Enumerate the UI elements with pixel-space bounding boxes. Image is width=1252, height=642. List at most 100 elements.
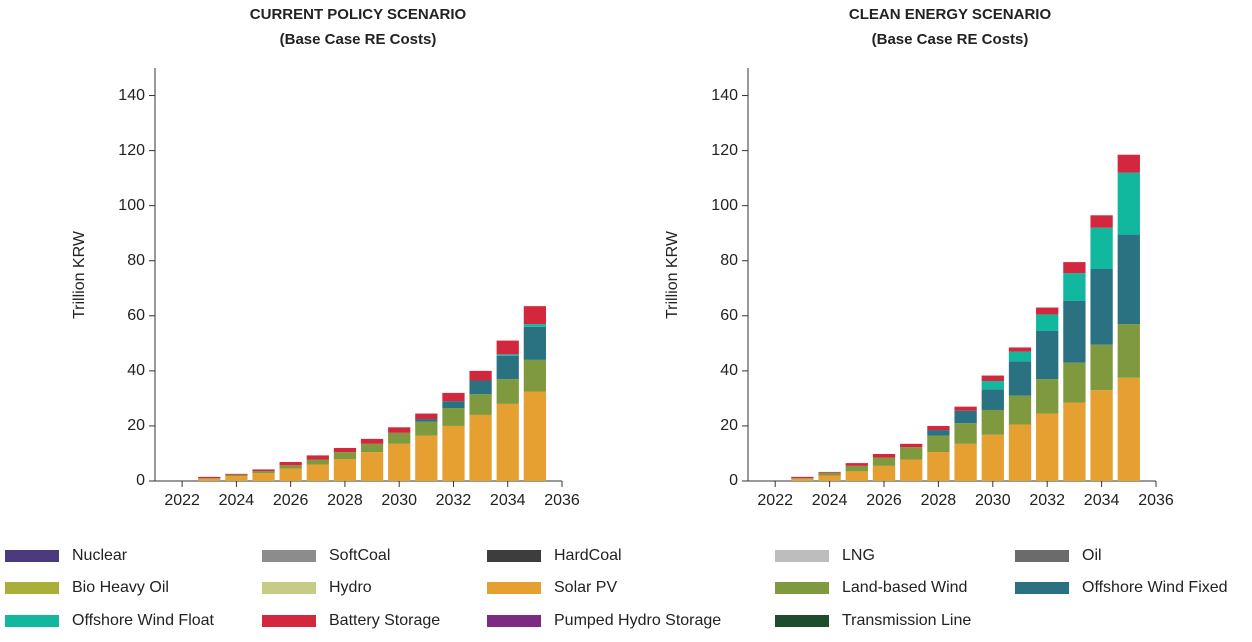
bar-segment <box>198 478 221 479</box>
legend-swatch <box>1015 582 1069 594</box>
bar-segment <box>469 370 492 381</box>
bar-segment <box>360 452 384 481</box>
bar-segment <box>1117 377 1140 481</box>
bar-segment <box>791 476 814 479</box>
bar-segment <box>1008 395 1032 425</box>
bar-segment <box>872 465 896 481</box>
bar-segment <box>900 447 923 460</box>
y-tick-label: 120 <box>118 142 145 159</box>
bar-segment <box>872 457 896 466</box>
y-tick-label: 140 <box>118 87 145 104</box>
bar-segment <box>198 476 221 479</box>
bar-segment <box>415 413 438 420</box>
bar-segment <box>1036 330 1059 380</box>
bar-segment <box>845 471 868 481</box>
x-tick-label: 2028 <box>921 492 957 509</box>
legend-label: Battery Storage <box>329 612 440 629</box>
x-tick-label: 2030 <box>975 492 1011 509</box>
y-tick-label: 40 <box>127 362 145 379</box>
bar-segment <box>523 324 546 327</box>
bar-segment <box>225 473 248 475</box>
bar-segment <box>791 478 814 479</box>
bar-segment <box>279 465 302 469</box>
bar-segment <box>872 454 896 458</box>
bar-segment <box>1008 424 1032 481</box>
y-tick-label: 80 <box>127 252 145 269</box>
bar-segment <box>496 354 519 356</box>
x-tick-label: 2022 <box>757 492 793 509</box>
bar-segment <box>360 438 384 444</box>
bar-segment <box>469 380 492 395</box>
bar-segment <box>1117 324 1140 378</box>
bar-segment <box>442 392 465 402</box>
y-tick-label: 140 <box>711 87 738 104</box>
legend-swatch <box>262 550 316 562</box>
bar-segment <box>198 478 221 481</box>
legend-swatch <box>262 615 316 627</box>
bar-segment <box>388 427 411 433</box>
bar-segment <box>954 406 977 411</box>
bar-segment <box>415 435 438 481</box>
legend-swatch <box>262 582 316 594</box>
bar-segment <box>225 474 248 477</box>
y-tick-label: 60 <box>127 307 145 324</box>
legend-label: HardCoal <box>554 547 622 564</box>
legend-label: LNG <box>842 547 875 564</box>
legend-swatch <box>5 550 59 562</box>
bar-segment <box>845 465 868 472</box>
bar-segment <box>1008 347 1032 352</box>
x-tick-label: 2036 <box>544 492 580 509</box>
chart-title: CURRENT POLICY SCENARIO <box>250 6 467 23</box>
bar-segment <box>279 468 302 481</box>
bar-segment <box>1036 314 1059 331</box>
bar-segment <box>333 458 357 481</box>
bar-segment <box>1008 351 1032 362</box>
bar-segment <box>1008 361 1032 396</box>
legend-label: Oil <box>1082 547 1102 564</box>
chart-subtitle: (Base Case RE Costs) <box>280 31 437 48</box>
legend-label: Offshore Wind Float <box>72 612 215 629</box>
bar-segment <box>469 414 492 481</box>
bar-segment <box>954 443 977 481</box>
bar-segment <box>981 389 1004 410</box>
bar-segment <box>306 464 329 481</box>
x-tick-label: 2034 <box>490 492 526 509</box>
bar-segment <box>388 443 411 481</box>
x-tick-label: 2028 <box>327 492 363 509</box>
bar-segment <box>1090 227 1113 269</box>
bar-segment <box>900 443 923 448</box>
y-axis-label: Trillion KRW <box>664 230 681 319</box>
bar-segment <box>1036 413 1059 481</box>
y-tick-label: 60 <box>720 307 738 324</box>
bar-segment <box>333 452 357 459</box>
bar-segment <box>496 355 519 380</box>
bar-segment <box>954 423 977 444</box>
bar-segment <box>442 401 465 409</box>
bar-segment <box>1117 172 1140 235</box>
bar-segment <box>523 359 546 392</box>
bar-segment <box>1090 344 1113 391</box>
y-tick-label: 100 <box>711 197 738 214</box>
legend-swatch <box>487 615 541 627</box>
legend-label: Solar PV <box>554 579 617 596</box>
x-tick-label: 2024 <box>812 492 848 509</box>
y-tick-label: 40 <box>720 362 738 379</box>
bar-segment <box>954 410 977 424</box>
bar-segment <box>927 425 950 431</box>
x-tick-label: 2036 <box>1138 492 1174 509</box>
legend-label: Pumped Hydro Storage <box>554 612 721 629</box>
y-tick-label: 0 <box>136 472 145 489</box>
legend-label: SoftCoal <box>329 547 390 564</box>
bar-segment <box>225 476 248 481</box>
x-tick-label: 2022 <box>164 492 200 509</box>
bar-segment <box>981 409 1004 435</box>
x-tick-label: 2026 <box>273 492 309 509</box>
bar-segment <box>360 443 384 453</box>
bar-segment <box>981 434 1004 481</box>
x-tick-label: 2030 <box>381 492 417 509</box>
bar-segment <box>1063 362 1086 403</box>
chart-subtitle: (Base Case RE Costs) <box>872 31 1029 48</box>
legend-label: Transmission Line <box>842 612 971 629</box>
bar-segment <box>252 473 275 481</box>
